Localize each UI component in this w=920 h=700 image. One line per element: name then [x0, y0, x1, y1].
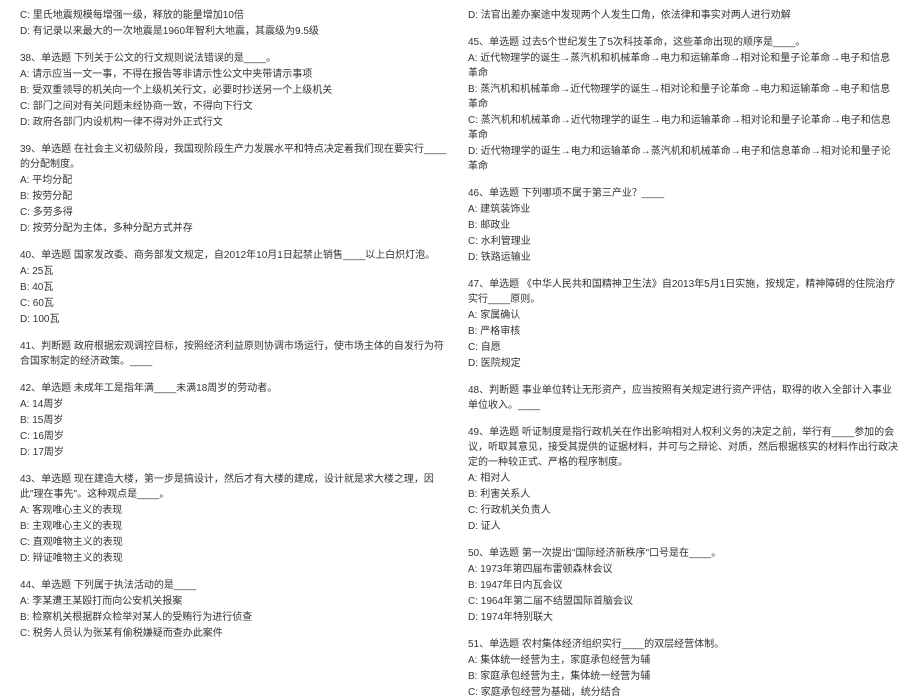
question-51: 51、单选题 农村集体经济组织实行____的双层经营体制。 A: 集体统一经营为… [468, 637, 900, 700]
option-b: B: 主观唯心主义的表现 [20, 519, 452, 534]
right-column: D: 法官出差办案途中发现两个人发生口角，依法律和事实对两人进行劝解 45、单选… [460, 8, 908, 643]
question-45: 45、单选题 过去5个世纪发生了5次科技革命，这些革命出现的顺序是____。 A… [468, 35, 900, 174]
question-46: 46、单选题 下列哪项不属于第三产业？____ A: 建筑装饰业 B: 邮政业 … [468, 186, 900, 265]
option-b: B: 受双重领导的机关向一个上级机关行文，必要时抄送另一个上级机关 [20, 83, 452, 98]
option-a: A: 建筑装饰业 [468, 202, 900, 217]
question-42: 42、单选题 未成年工是指年满____未满18周岁的劳动者。 A: 14周岁 B… [20, 381, 452, 460]
question-41: 41、判断题 政府根据宏观调控目标，按照经济利益原则协调市场运行，使市场主体的自… [20, 339, 452, 369]
option-c: C: 家庭承包经营为基础，统分结合 [468, 685, 900, 700]
question-text: 40、单选题 国家发改委、商务部发文规定，自2012年10月1日起禁止销售___… [20, 248, 452, 263]
option-a: A: 请示应当一文一事，不得在报告等非请示性公文中夹带请示事项 [20, 67, 452, 82]
question-text: 50、单选题 第一次提出"国际经济新秩序"口号是在____。 [468, 546, 900, 561]
option-a: A: 14周岁 [20, 397, 452, 412]
question-49: 49、单选题 听证制度是指行政机关在作出影响相对人权利义务的决定之前，举行有__… [468, 425, 900, 534]
option-b: B: 蒸汽机和机械革命→近代物理学的诞生→相对论和量子论革命→电力和运输革命→电… [468, 82, 900, 112]
option-d: D: 法官出差办案途中发现两个人发生口角，依法律和事实对两人进行劝解 [468, 8, 900, 23]
question-text: 45、单选题 过去5个世纪发生了5次科技革命，这些革命出现的顺序是____。 [468, 35, 900, 50]
option-c: C: 行政机关负责人 [468, 503, 900, 518]
option-c: C: 里氏地震规模每增强一级，释放的能量增加10倍 [20, 8, 452, 23]
question-44: 44、单选题 下列属于执法活动的是____ A: 李某遭王某殴打而向公安机关报案… [20, 578, 452, 641]
option-a: A: 平均分配 [20, 173, 452, 188]
question-43: 43、单选题 现在建造大楼，第一步是搞设计，然后才有大楼的建成，设计就是求大楼之… [20, 472, 452, 566]
option-b: B: 检察机关根据群众检举对某人的受贿行为进行侦查 [20, 610, 452, 625]
question-text: 46、单选题 下列哪项不属于第三产业？____ [468, 186, 900, 201]
question-text: 44、单选题 下列属于执法活动的是____ [20, 578, 452, 593]
option-a: A: 25瓦 [20, 264, 452, 279]
option-c: C: 蒸汽机和机械革命→近代物理学的诞生→电力和运输革命→相对论和量子论革命→电… [468, 113, 900, 143]
option-d: D: 近代物理学的诞生→电力和运输革命→蒸汽机和机械革命→电子和信息革命→相对论… [468, 144, 900, 174]
option-d: D: 辩证唯物主义的表现 [20, 551, 452, 566]
question-text: 41、判断题 政府根据宏观调控目标，按照经济利益原则协调市场运行，使市场主体的自… [20, 339, 452, 369]
option-a: A: 集体统一经营为主，家庭承包经营为辅 [468, 653, 900, 668]
option-a: A: 1973年第四届布雷顿森林会议 [468, 562, 900, 577]
option-b: B: 1947年日内瓦会议 [468, 578, 900, 593]
option-a: A: 家属确认 [468, 308, 900, 323]
question-38: 38、单选题 下列关于公文的行文规则说法错误的是____。 A: 请示应当一文一… [20, 51, 452, 130]
option-d: D: 政府各部门内设机构一律不得对外正式行文 [20, 115, 452, 130]
question-text: 43、单选题 现在建造大楼，第一步是搞设计，然后才有大楼的建成，设计就是求大楼之… [20, 472, 452, 502]
option-d: D: 铁路运输业 [468, 250, 900, 265]
option-d: D: 医院规定 [468, 356, 900, 371]
option-a: A: 客观唯心主义的表现 [20, 503, 452, 518]
option-d: D: 17周岁 [20, 445, 452, 460]
question-text: 38、单选题 下列关于公文的行文规则说法错误的是____。 [20, 51, 452, 66]
option-b: B: 邮政业 [468, 218, 900, 233]
option-a: A: 近代物理学的诞生→蒸汽机和机械革命→电力和运输革命→相对论和量子论革命→电… [468, 51, 900, 81]
option-c: C: 自愿 [468, 340, 900, 355]
option-b: B: 40瓦 [20, 280, 452, 295]
question-39: 39、单选题 在社会主义初级阶段，我国现阶段生产力发展水平和特点决定着我们现在要… [20, 142, 452, 236]
option-d: D: 100瓦 [20, 312, 452, 327]
option-c: C: 1964年第二届不结盟国际首脑会议 [468, 594, 900, 609]
option-d: D: 1974年特别联大 [468, 610, 900, 625]
option-c: C: 16周岁 [20, 429, 452, 444]
question-text: 51、单选题 农村集体经济组织实行____的双层经营体制。 [468, 637, 900, 652]
question-text: 47、单选题 《中华人民共和国精神卫生法》自2013年5月1日实施，按规定，精神… [468, 277, 900, 307]
option-b: B: 严格审核 [468, 324, 900, 339]
option-b: B: 按劳分配 [20, 189, 452, 204]
question-44-continued: D: 法官出差办案途中发现两个人发生口角，依法律和事实对两人进行劝解 [468, 8, 900, 23]
option-d: D: 按劳分配为主体，多种分配方式并存 [20, 221, 452, 236]
option-c: C: 60瓦 [20, 296, 452, 311]
option-b: B: 家庭承包经营为主，集体统一经营为辅 [468, 669, 900, 684]
option-b: B: 利害关系人 [468, 487, 900, 502]
question-text: 48、判断题 事业单位转让无形资产，应当按照有关规定进行资产评估，取得的收入全部… [468, 383, 900, 413]
question-48: 48、判断题 事业单位转让无形资产，应当按照有关规定进行资产评估，取得的收入全部… [468, 383, 900, 413]
question-37-continued: C: 里氏地震规模每增强一级，释放的能量增加10倍 D: 有记录以来最大的一次地… [20, 8, 452, 39]
question-50: 50、单选题 第一次提出"国际经济新秩序"口号是在____。 A: 1973年第… [468, 546, 900, 625]
question-text: 49、单选题 听证制度是指行政机关在作出影响相对人权利义务的决定之前，举行有__… [468, 425, 900, 470]
question-text: 39、单选题 在社会主义初级阶段，我国现阶段生产力发展水平和特点决定着我们现在要… [20, 142, 452, 172]
option-c: C: 直观唯物主义的表现 [20, 535, 452, 550]
option-b: B: 15周岁 [20, 413, 452, 428]
option-c: C: 部门之间对有关问题未经协商一致，不得向下行文 [20, 99, 452, 114]
option-c: C: 水利管理业 [468, 234, 900, 249]
question-text: 42、单选题 未成年工是指年满____未满18周岁的劳动者。 [20, 381, 452, 396]
option-d: D: 有记录以来最大的一次地震是1960年智利大地震，其震级为9.5级 [20, 24, 452, 39]
option-c: C: 多劳多得 [20, 205, 452, 220]
option-a: A: 李某遭王某殴打而向公安机关报案 [20, 594, 452, 609]
left-column: C: 里氏地震规模每增强一级，释放的能量增加10倍 D: 有记录以来最大的一次地… [12, 8, 460, 643]
option-a: A: 相对人 [468, 471, 900, 486]
question-47: 47、单选题 《中华人民共和国精神卫生法》自2013年5月1日实施，按规定，精神… [468, 277, 900, 371]
option-c: C: 税务人员认为张某有偷税嫌疑而查办此案件 [20, 626, 452, 641]
option-d: D: 证人 [468, 519, 900, 534]
question-40: 40、单选题 国家发改委、商务部发文规定，自2012年10月1日起禁止销售___… [20, 248, 452, 327]
